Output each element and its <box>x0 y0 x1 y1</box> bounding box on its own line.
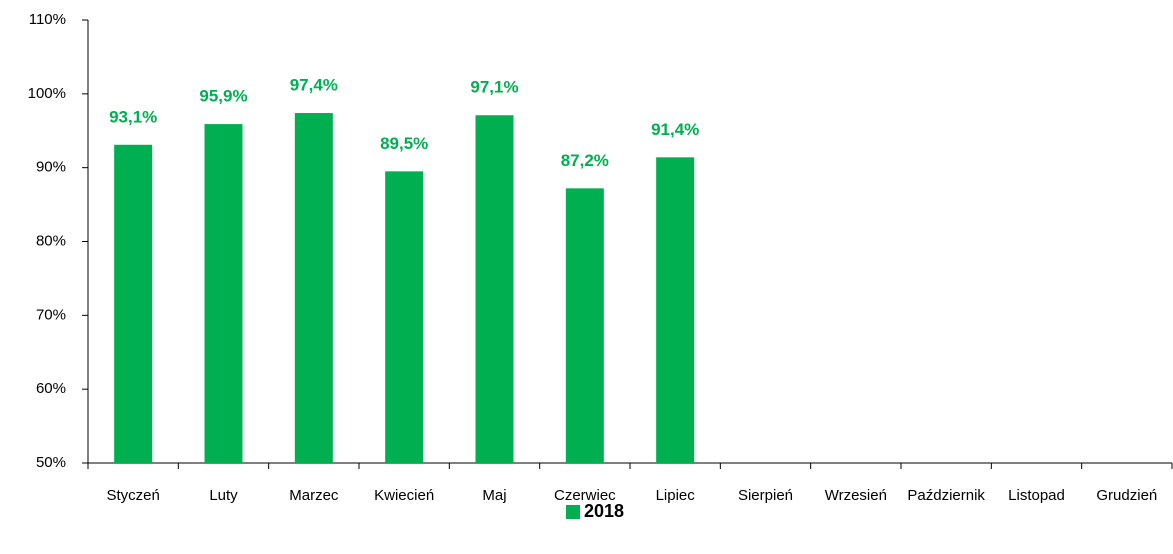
bar <box>475 115 514 464</box>
y-tick-label: 80% <box>36 232 66 249</box>
bar <box>385 171 424 463</box>
y-tick-label: 110% <box>29 11 66 28</box>
y-tick-label: 100% <box>28 85 66 102</box>
bar <box>565 188 604 463</box>
value-label: 97,1% <box>470 78 518 97</box>
legend-swatch <box>566 505 580 519</box>
value-label: 87,2% <box>561 151 609 170</box>
x-tick-label: Kwiecień <box>374 487 434 504</box>
y-tick-label: 60% <box>36 380 66 397</box>
bar <box>294 113 333 463</box>
value-label: 91,4% <box>651 120 699 139</box>
bar <box>204 124 243 463</box>
value-label: 95,9% <box>199 87 247 106</box>
y-tick-label: 70% <box>36 306 66 323</box>
bar <box>656 157 695 463</box>
bar <box>114 144 153 464</box>
x-tick-label: Marzec <box>289 487 339 504</box>
x-tick-label: Luty <box>209 487 238 504</box>
x-tick-label: Maj <box>482 487 506 504</box>
x-tick-label: Czerwiec <box>554 487 616 504</box>
y-tick-label: 90% <box>36 159 66 176</box>
value-label: 93,1% <box>109 107 157 126</box>
x-tick-label: Styczeń <box>106 487 159 504</box>
value-label: 89,5% <box>380 134 428 153</box>
y-tick-label: 50% <box>36 454 66 471</box>
x-tick-label: Listopad <box>1008 487 1065 504</box>
x-tick-label: Lipiec <box>656 487 696 504</box>
x-tick-label: Grudzień <box>1096 487 1157 504</box>
x-tick-label: Październik <box>907 487 985 504</box>
value-label: 97,4% <box>290 76 338 95</box>
x-tick-label: Sierpień <box>738 487 793 504</box>
x-tick-label: Wrzesień <box>825 487 887 504</box>
legend-label: 2018 <box>584 501 624 521</box>
